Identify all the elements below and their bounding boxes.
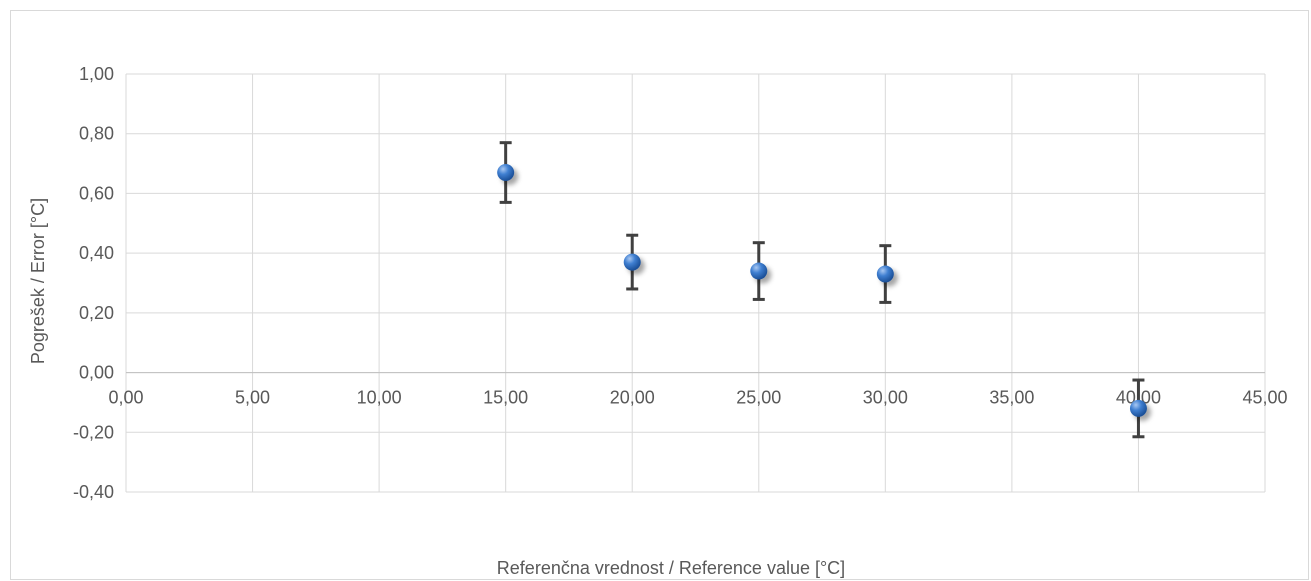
x-tick-label: 30,00 <box>863 388 908 408</box>
y-tick-label: -0,40 <box>73 482 114 502</box>
data-point <box>497 164 515 182</box>
data-point <box>1129 399 1147 417</box>
y-tick-label: 0,60 <box>79 183 114 203</box>
data-points <box>497 164 1147 417</box>
x-tick-label: 0,00 <box>108 388 143 408</box>
chart-area: -0,40 -0,20 0,00 0,20 0,40 0,60 0,80 1,00 0,00 5… <box>10 10 1309 580</box>
data-point <box>876 265 894 283</box>
x-tick-label: 5,00 <box>235 388 270 408</box>
y-axis-title: Pogrešek / Error [°C] <box>28 198 48 364</box>
y-tick-label: 0,20 <box>79 303 114 323</box>
data-point <box>623 253 641 271</box>
x-tick-label: 45,00 <box>1242 388 1287 408</box>
y-tick-label: 0,80 <box>79 124 114 144</box>
x-tick-label: 20,00 <box>610 388 655 408</box>
x-tick-label: 15,00 <box>483 388 528 408</box>
gridlines <box>125 73 1266 493</box>
x-tick-labels: 0,005,0010,0015,0020,0025,0030,0035,0040… <box>108 388 1287 408</box>
x-tick-label: 35,00 <box>989 388 1034 408</box>
y-tick-label: 0,00 <box>79 363 114 383</box>
scatter-chart: -0,40 -0,20 0,00 0,20 0,40 0,60 0,80 1,00 0,00 5… <box>28 64 1288 578</box>
y-tick-label: -0,20 <box>73 422 114 442</box>
y-tick-label: 1,00 <box>79 64 114 84</box>
x-tick-label: 10,00 <box>357 388 402 408</box>
y-tick-labels: -0,40 -0,20 0,00 0,20 0,40 0,60 0,80 1,00 <box>73 64 114 502</box>
y-tick-label: 0,40 <box>79 243 114 263</box>
data-point <box>750 262 768 280</box>
x-tick-label: 25,00 <box>736 388 781 408</box>
x-axis-title: Referenčna vrednost / Reference value [°… <box>497 558 845 578</box>
error-bars <box>499 141 1145 439</box>
